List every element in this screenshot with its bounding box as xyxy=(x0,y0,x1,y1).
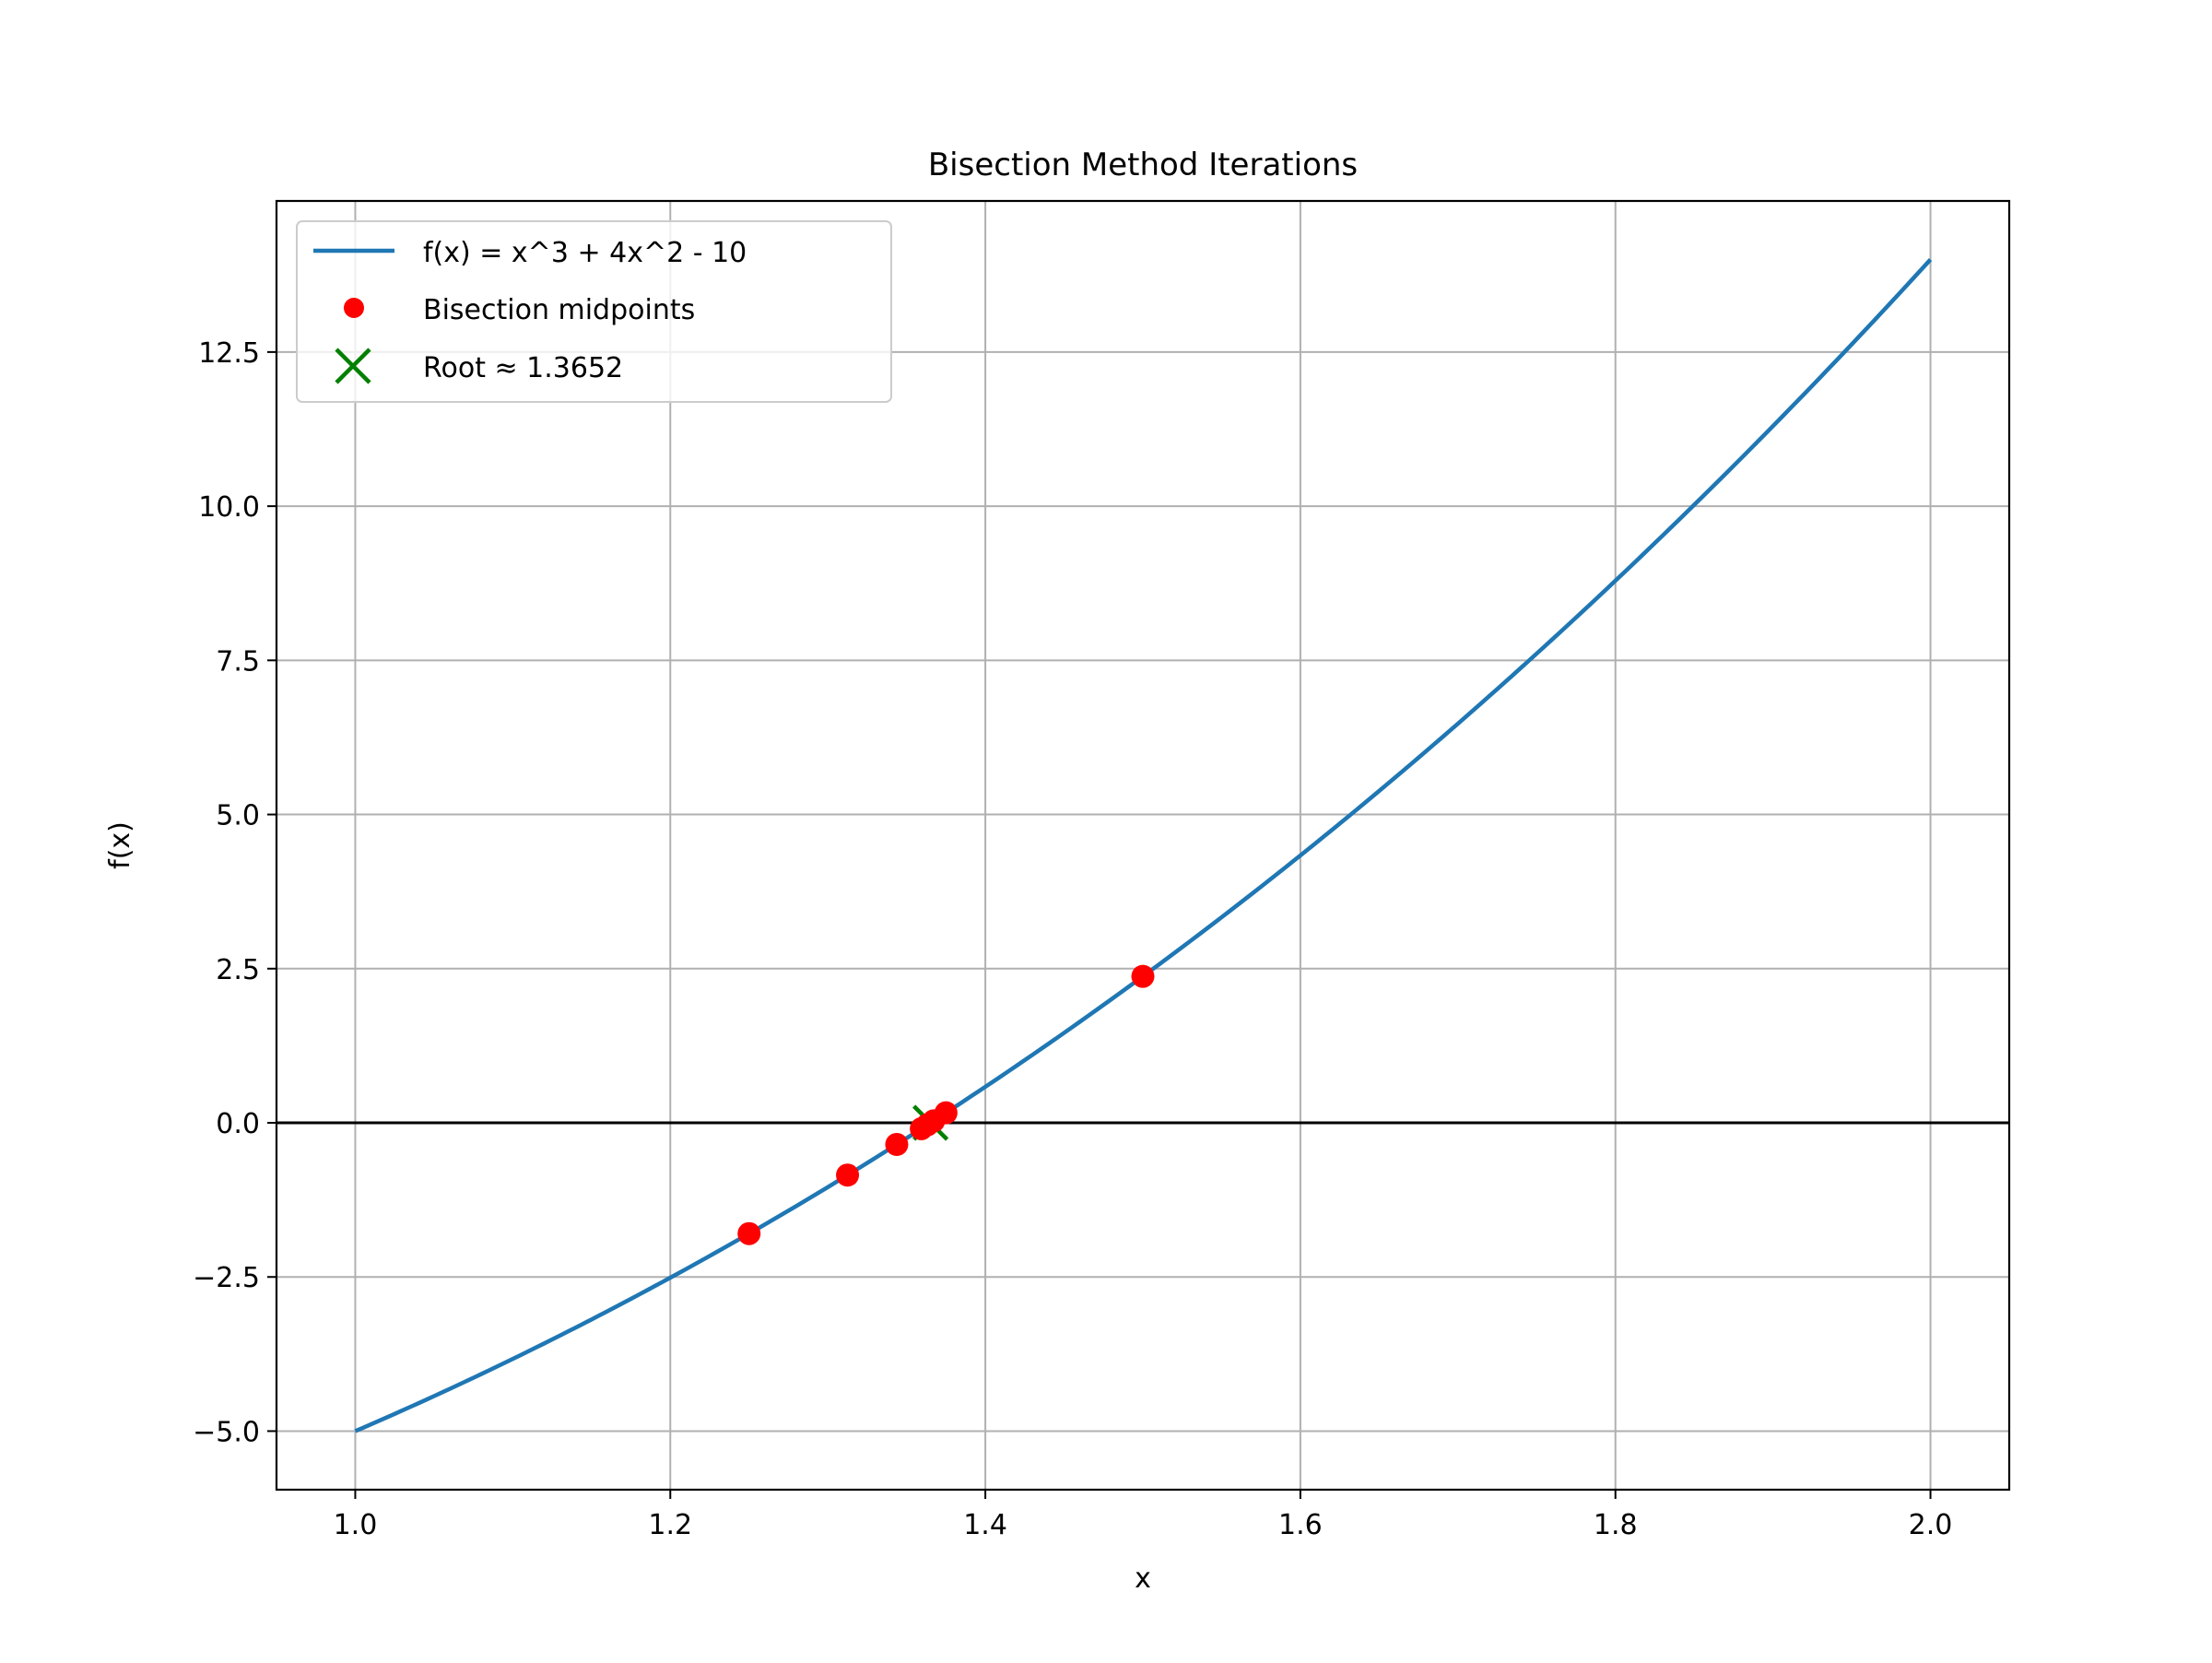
x-tick-label: 1.2 xyxy=(648,1509,692,1541)
x-axis-label: x xyxy=(1135,1563,1151,1595)
y-axis-label: f(x) xyxy=(104,821,136,869)
y-tick-label: −2.5 xyxy=(193,1262,260,1294)
legend-label-function: f(x) = x^3 + 4x^2 - 10 xyxy=(423,237,747,269)
x-tick-label: 1.0 xyxy=(334,1509,378,1541)
legend-root-swatch xyxy=(335,348,371,384)
x-tick-label: 1.8 xyxy=(1594,1509,1638,1541)
midpoint-marker xyxy=(1131,964,1155,988)
midpoint-marker xyxy=(836,1163,860,1187)
y-tick-label: 7.5 xyxy=(216,645,260,678)
x-tick-label: 1.6 xyxy=(1278,1509,1323,1541)
midpoint-marker xyxy=(885,1132,909,1156)
plot-frame xyxy=(275,199,2011,1492)
midpoint-marker xyxy=(737,1221,761,1245)
x-tick-label: 1.4 xyxy=(963,1509,1007,1541)
legend: f(x) = x^3 + 4x^2 - 10 Bisection midpoin… xyxy=(296,220,892,403)
y-tick-label: 0.0 xyxy=(216,1108,260,1140)
legend-midpoint-swatch xyxy=(344,298,364,318)
y-tick-label: −5.0 xyxy=(193,1416,260,1448)
legend-label-root: Root ≈ 1.3652 xyxy=(423,352,623,384)
legend-label-midpoints: Bisection midpoints xyxy=(423,294,695,326)
midpoint-marker xyxy=(915,1113,939,1137)
y-tick-label: 12.5 xyxy=(198,337,260,370)
y-tick-label: 10.0 xyxy=(198,491,260,524)
legend-box xyxy=(296,220,892,403)
chart-title: Bisection Method Iterations xyxy=(928,147,1358,183)
x-tick-label: 2.0 xyxy=(1909,1509,1953,1541)
y-tick-label: 5.0 xyxy=(216,800,260,832)
series-group xyxy=(354,258,1933,1433)
y-tick-label: 2.5 xyxy=(216,954,260,986)
axis-ticks: 1.0 1.2 1.4 1.6 1.8 2.0 −5.0 −2.5 0.0 2.5 5.0 7.5 10… xyxy=(193,337,1952,1541)
